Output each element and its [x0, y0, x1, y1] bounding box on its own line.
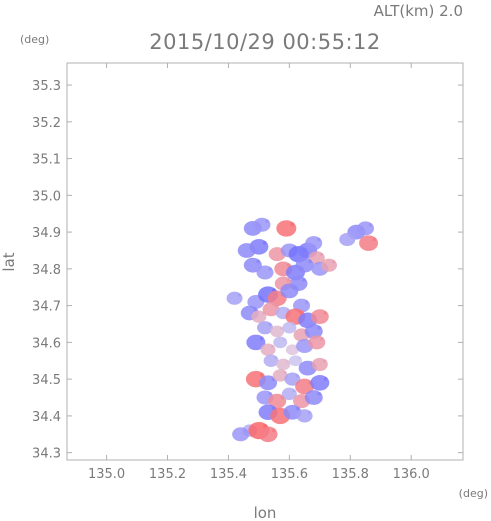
x-axis: 135.0 135.2 135.4 135.6 135.8 136.0: [88, 63, 430, 482]
echo-cell-speck: [299, 310, 304, 315]
echo-cell-speck: [265, 219, 269, 223]
echo-cell-speck: [244, 429, 248, 433]
echo-cell-speck: [372, 237, 377, 242]
echo-cell-speck: [317, 392, 321, 396]
y-tick-label: 35.3: [32, 79, 61, 94]
y-tick-label: 35.1: [32, 153, 61, 168]
echo-cell-speck: [279, 327, 283, 330]
echo-cell-speck: [307, 410, 311, 415]
y-tick-label: 34.5: [32, 373, 61, 388]
echo-cell-speck: [259, 373, 264, 378]
echo-cell-speck: [290, 222, 295, 227]
x-axis-unit: (deg): [459, 487, 488, 500]
echo-cell-speck: [323, 377, 328, 381]
echo-cell-speck: [292, 323, 295, 327]
echo-cell-speck: [302, 278, 306, 282]
echo-cell-speck: [320, 337, 324, 341]
echo-cell-speck: [292, 389, 296, 393]
x-axis-title: lon: [254, 504, 277, 521]
echo-cell-speck: [350, 234, 354, 238]
x-tick-label: 136.0: [393, 467, 430, 482]
echo-cell-speck: [319, 252, 324, 257]
x-tick-label: 135.4: [210, 467, 247, 482]
x-tick-label: 135.2: [149, 467, 186, 482]
echo-cell-speck: [268, 267, 272, 271]
y-axis: 34.3 34.4 34.5 34.6 34.7 34.8 34.9 35.0 35.1 35.2…: [32, 79, 463, 462]
echo-cell-speck: [286, 263, 291, 267]
echo-cell-speck: [295, 374, 299, 378]
x-tick-label: 135.0: [88, 467, 125, 482]
echo-cell-speck: [296, 406, 300, 411]
echo-cell-speck: [304, 300, 309, 304]
echo-cell-speck: [368, 223, 373, 227]
y-tick-label: 34.9: [32, 226, 61, 241]
x-tick-label: 135.6: [271, 467, 308, 482]
echo-cell-speck: [268, 392, 272, 396]
echo-cell-speck: [274, 304, 278, 308]
echo-cell-speck: [268, 322, 272, 326]
y-axis-unit: (deg): [20, 33, 49, 46]
chart-title: 2015/10/29 00:55:12: [149, 30, 381, 54]
echo-cell-speck: [286, 360, 289, 363]
altitude-label: ALT(km) 2.0: [374, 2, 463, 20]
y-tick-label: 35.0: [32, 189, 61, 204]
echo-cells: [226, 217, 379, 443]
echo-cell-speck: [274, 356, 278, 360]
echo-cell-speck: [283, 338, 286, 341]
echo-cell-speck: [283, 370, 287, 374]
y-tick-label: 34.4: [32, 410, 61, 425]
y-tick-label: 34.7: [32, 300, 61, 315]
y-tick-label: 34.6: [32, 336, 61, 351]
y-tick-label: 34.8: [32, 263, 61, 278]
echo-cell-speck: [262, 240, 267, 245]
echo-cell-speck: [323, 311, 328, 315]
y-tick-label: 34.3: [32, 447, 61, 462]
echo-cell-speck: [256, 259, 261, 264]
x-tick-label: 135.8: [332, 467, 369, 482]
y-tick-label: 35.2: [32, 116, 61, 131]
echo-cell-speck: [286, 278, 291, 282]
echo-cell-speck: [323, 359, 327, 363]
echo-cell-speck: [317, 325, 321, 330]
plot-frame: [66, 62, 464, 461]
echo-cell-speck: [271, 428, 276, 433]
echo-cell-speck: [308, 259, 312, 264]
echo-cell-speck: [250, 244, 254, 249]
echo-cell-speck: [292, 285, 297, 290]
echo-cell-speck: [237, 293, 241, 297]
echo-cell-speck: [253, 307, 257, 312]
echo-cell-speck: [332, 260, 336, 264]
echo-cell-speck: [271, 345, 275, 349]
echo-cell-speck: [317, 237, 321, 242]
echo-cell-speck: [298, 356, 301, 360]
y-axis-title: lat: [0, 252, 18, 271]
echo-cell-speck: [259, 336, 264, 341]
echo-cell-speck: [286, 308, 290, 312]
